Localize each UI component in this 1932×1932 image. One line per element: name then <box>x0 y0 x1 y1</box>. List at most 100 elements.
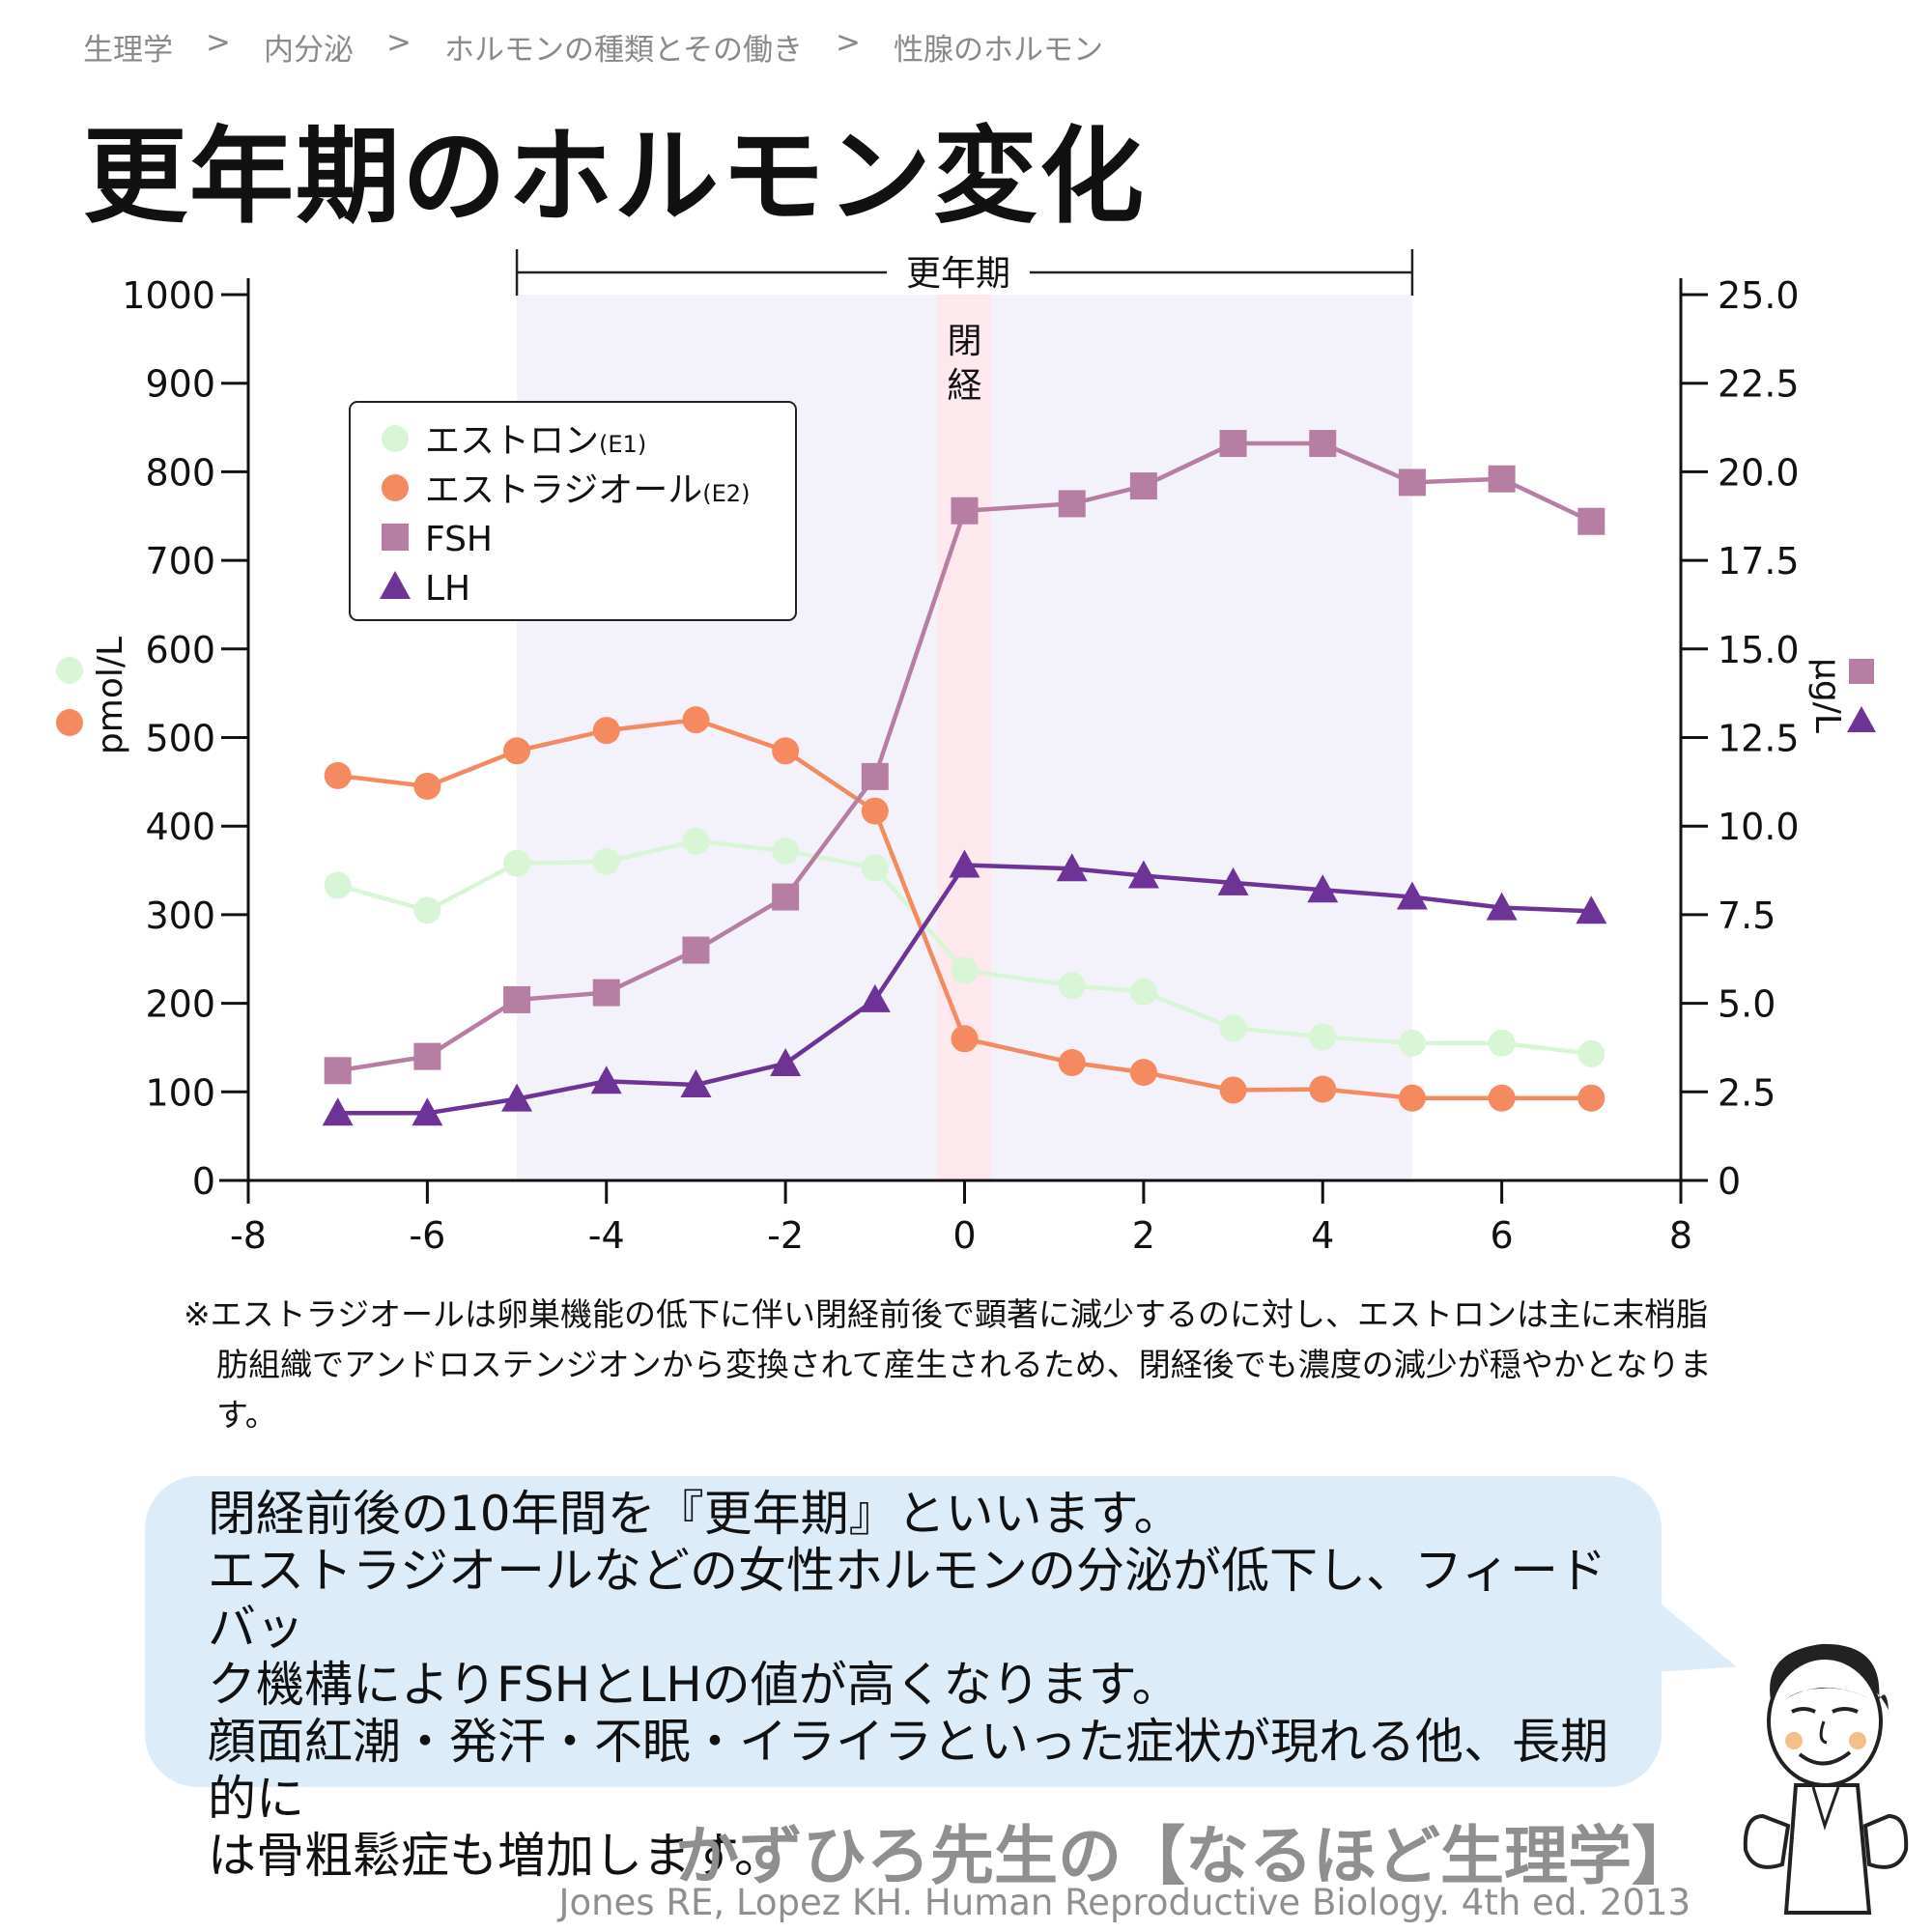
fsh-data-point <box>592 979 620 1007</box>
speech-bubble <box>145 1476 1662 1787</box>
estrone-data-point <box>1488 1029 1516 1057</box>
estrone-data-point <box>1129 978 1157 1006</box>
x-tick-label: 4 <box>1311 1214 1334 1257</box>
fsh-data-point <box>682 936 710 964</box>
fsh-data-point <box>503 985 531 1013</box>
fsh-data-point <box>1398 469 1426 497</box>
y-right-tick-label: 2.5 <box>1718 1071 1776 1114</box>
estrone-data-point <box>413 896 441 924</box>
estradiol-axis-icon <box>56 709 83 736</box>
lh-legend-icon <box>380 571 411 599</box>
estradiol-legend-icon <box>382 474 409 501</box>
lh-data-point <box>1486 892 1518 921</box>
y-right-tick-label: 5.0 <box>1718 983 1776 1026</box>
y-right-tick-label: 17.5 <box>1718 540 1800 582</box>
breadcrumb-separator: > <box>836 25 862 60</box>
estrone-data-point <box>951 956 979 984</box>
estrone-data-point <box>1577 1039 1605 1067</box>
fsh-data-point <box>413 1042 441 1070</box>
x-tick-label: -2 <box>767 1214 804 1257</box>
lh-data-point <box>1127 860 1159 889</box>
estrone-data-point <box>1309 1023 1337 1051</box>
fsh-data-point <box>324 1057 352 1085</box>
fsh-data-point <box>1129 472 1157 500</box>
breadcrumb-item[interactable]: 生理学 <box>83 33 173 68</box>
fsh-legend-label: FSH <box>425 520 493 559</box>
estradiol-data-point <box>324 761 352 789</box>
doctor-illustration <box>1743 1643 1909 1915</box>
breadcrumb-item[interactable]: 内分泌 <box>263 33 354 68</box>
x-tick-label: -8 <box>230 1214 267 1257</box>
fsh-data-point <box>861 762 889 790</box>
x-tick-label: 2 <box>1132 1214 1155 1257</box>
y-left-tick-label: 900 <box>145 363 215 406</box>
period-label: 更年期 <box>906 254 1010 294</box>
fsh-legend-icon <box>382 524 409 551</box>
estradiol-data-point <box>772 737 800 765</box>
estradiol-data-point <box>682 706 710 734</box>
page-title: 更年期のホルモン変化 <box>83 117 1147 238</box>
estrone-data-point <box>682 827 710 855</box>
y-right-tick-label: 12.5 <box>1718 718 1800 760</box>
breadcrumb-separator: > <box>206 25 231 60</box>
breadcrumb-item[interactable]: ホルモンの種類とその働き <box>443 33 804 68</box>
lh-data-point <box>590 1065 622 1094</box>
x-tick-label: 8 <box>1669 1214 1692 1257</box>
estradiol-data-point <box>413 772 441 800</box>
y-right-tick-label: 25.0 <box>1718 274 1800 317</box>
citation: Jones RE, Lopez KH. Human Reproductive B… <box>558 1882 1690 1923</box>
x-tick-label: 6 <box>1491 1214 1514 1257</box>
estradiol-data-point <box>592 717 620 745</box>
estrone-data-point <box>503 849 531 877</box>
bubble-line: は骨粗鬆症も増加します。 <box>208 1828 782 1884</box>
x-tick-label: -4 <box>588 1214 625 1257</box>
estradiol-data-point <box>951 1025 979 1053</box>
x-tick-label: -6 <box>409 1214 445 1257</box>
y-left-tick-label: 0 <box>192 1160 215 1203</box>
y-right-tick-label: 10.0 <box>1718 806 1800 848</box>
y-right-tick-label: 0 <box>1718 1160 1741 1203</box>
estrone-legend-label: エストロン(E1) <box>425 421 646 461</box>
fsh-axis-icon <box>1849 659 1874 684</box>
fsh-data-point <box>1219 430 1247 458</box>
estrone-data-point <box>1219 1014 1247 1042</box>
bubble-line: ク機構によりFSHとLHの値が高くなります。 <box>208 1657 1180 1713</box>
estrone-data-point <box>1058 972 1086 1000</box>
estradiol-data-point <box>1577 1084 1605 1112</box>
brand-title: かずひろ先生の【なるほど生理学】 <box>675 1819 1695 1893</box>
fsh-data-point <box>1577 507 1605 535</box>
fsh-data-point <box>951 497 979 525</box>
estrone-data-point <box>861 854 889 882</box>
lh-data-point <box>1056 853 1088 882</box>
y-left-tick-label: 700 <box>145 540 215 582</box>
menopause-label: 経 <box>947 366 981 406</box>
lh-data-point <box>1217 867 1249 895</box>
y-right-axis-label: μg/L <box>1807 658 1847 733</box>
y-right-tick-label: 22.5 <box>1718 363 1800 406</box>
fsh-data-point <box>772 883 800 911</box>
estrone-axis-icon <box>56 657 83 684</box>
y-right-tick-label: 15.0 <box>1718 629 1800 671</box>
estradiol-data-point <box>1488 1084 1516 1112</box>
legend-box <box>349 401 797 621</box>
estradiol-data-point <box>1058 1049 1086 1077</box>
estradiol-data-point <box>1219 1076 1247 1104</box>
bubble-line: 顔面紅潮・発汗・不眠・イライラといった症状が現れる他、長期的に <box>208 1714 1608 1827</box>
estradiol-legend-label: エストラジオール(E2) <box>425 470 750 510</box>
estrone-data-point <box>324 871 352 899</box>
lh-axis-icon <box>1847 706 1876 732</box>
lh-data-point <box>949 849 980 878</box>
lh-data-point <box>1396 881 1428 910</box>
y-left-tick-label: 400 <box>145 806 215 848</box>
lh-data-point <box>680 1068 712 1097</box>
y-left-axis-label: pmol/L <box>91 637 130 754</box>
estradiol-data-point <box>1129 1059 1157 1087</box>
bubble-line: エストラジオールなどの女性ホルモンの分泌が低下し、フィードバッ <box>208 1543 1606 1656</box>
y-left-tick-label: 600 <box>145 629 215 671</box>
estrone-legend-icon <box>382 425 409 452</box>
lh-legend-label: LH <box>425 569 470 609</box>
estradiol-data-point <box>1309 1075 1337 1103</box>
estradiol-data-point <box>861 797 889 825</box>
breadcrumb-item[interactable]: 性腺のホルモン <box>894 33 1104 68</box>
